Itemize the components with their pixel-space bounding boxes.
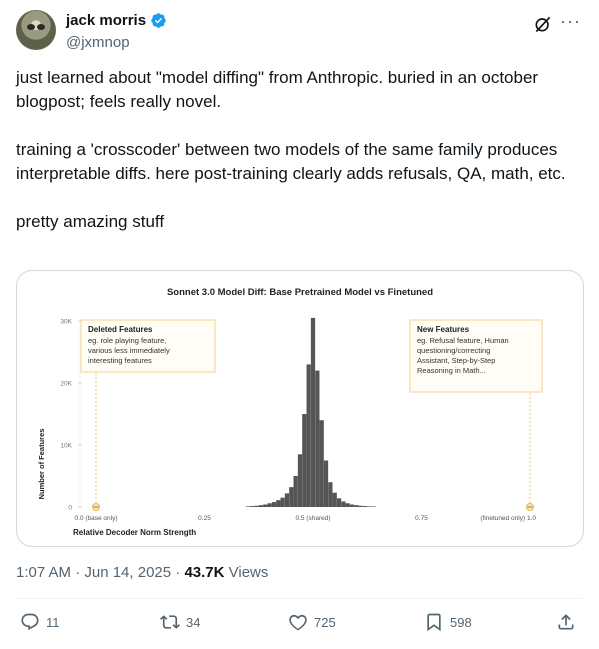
- tweet-paragraph: just learned about "model diffing" from …: [16, 68, 539, 111]
- x-tick-label: (finetuned only) 1.0: [480, 515, 536, 522]
- x-tick-label: 0.25: [198, 515, 211, 522]
- like-button[interactable]: 725: [288, 612, 336, 632]
- x-tick-label: 0.0 (base only): [75, 515, 118, 522]
- y-axis-label: Number of Features: [37, 429, 46, 500]
- histogram-bar: [358, 505, 363, 507]
- histogram-bar: [302, 414, 307, 507]
- repost-button[interactable]: 34: [160, 612, 200, 632]
- histogram-bar: [258, 505, 264, 507]
- deleted-features-line: interesting features: [88, 356, 152, 365]
- histogram-bar: [280, 497, 285, 507]
- histogram-bar: [263, 504, 268, 507]
- verified-badge-icon: [151, 13, 166, 28]
- histogram-bar: [293, 476, 298, 507]
- histogram-bar: [250, 506, 255, 507]
- histogram-bar: [341, 501, 346, 507]
- x-tick-label: 0.5 (shared): [295, 515, 330, 522]
- histogram-bar: [267, 503, 272, 507]
- y-tick-label: 10K: [60, 443, 72, 450]
- share-button[interactable]: [556, 612, 582, 632]
- tweet-paragraph: pretty amazing stuff: [16, 212, 165, 231]
- tweet-meta: 1:07 AM · Jun 14, 2025 · 43.7K Views: [16, 564, 268, 581]
- y-tick-label: 0: [68, 505, 72, 512]
- tweet-header: jack morris @jxmnop ···: [16, 10, 583, 56]
- histogram-bar: [332, 492, 337, 507]
- deleted-features-line: eg. role playing feature,: [88, 336, 166, 345]
- histogram-bar: [323, 460, 329, 507]
- histogram-bar: [276, 500, 281, 507]
- author-name[interactable]: jack morris: [66, 12, 147, 29]
- x-tick-label: 0.75: [415, 515, 428, 522]
- histogram-bar: [336, 498, 342, 507]
- x-axis-ticks: 0.0 (base only) 0.25 0.5 (shared) 0.75 (fine…: [75, 515, 537, 522]
- histogram-chart: Sonnet 3.0 Model Diff: Base Pretrained M…: [37, 287, 543, 537]
- meta-separator: ·: [171, 564, 185, 581]
- bookmark-count: 598: [450, 614, 472, 630]
- avatar[interactable]: [16, 10, 56, 50]
- new-features-line: questioning/correcting: [417, 346, 490, 355]
- tweet-media[interactable]: Sonnet 3.0 Model Diff: Base Pretrained M…: [16, 270, 584, 547]
- histogram-bar: [367, 506, 372, 507]
- y-axis-ticks: 0 10K 20K 30K: [60, 319, 72, 512]
- histogram-bar: [362, 506, 368, 507]
- views-label: Views: [224, 564, 269, 581]
- histogram-bar: [345, 503, 350, 507]
- y-tick-label: 20K: [60, 381, 72, 388]
- repost-icon: [160, 615, 180, 629]
- new-features-title: New Features: [417, 325, 470, 334]
- new-features-line: eg. Refusal feature, Human: [417, 336, 509, 345]
- tweet-paragraph: training a 'crosscoder' between two mode…: [16, 140, 566, 183]
- new-features-line: Reasoning in Math...: [417, 366, 486, 375]
- new-features-callout: [409, 319, 543, 393]
- author-handle[interactable]: @jxmnop: [66, 34, 130, 51]
- author-row: jack morris: [66, 12, 167, 29]
- divider: [16, 598, 583, 599]
- x-axis-label: Relative Decoder Norm Strength: [73, 528, 196, 537]
- histogram-bar: [289, 487, 294, 507]
- histogram-bars: [245, 317, 376, 507]
- action-bar: 11 34 725 598: [16, 612, 586, 638]
- histogram-bar: [319, 420, 324, 507]
- grok-icon[interactable]: [533, 14, 553, 34]
- timestamp[interactable]: 1:07 AM · Jun 14, 2025: [16, 564, 172, 581]
- deleted-features-line: various less immediately: [88, 346, 170, 355]
- more-options-icon[interactable]: ···: [560, 11, 581, 31]
- chart-title: Sonnet 3.0 Model Diff: Base Pretrained M…: [167, 287, 433, 298]
- deleted-features-title: Deleted Features: [88, 325, 153, 334]
- histogram-bar: [297, 454, 303, 507]
- bookmark-icon: [427, 613, 441, 632]
- histogram-bar: [310, 317, 316, 507]
- histogram-bar: [271, 502, 277, 507]
- y-tick-label: 30K: [60, 319, 72, 326]
- like-count: 725: [314, 614, 336, 630]
- new-features-line: Assistant, Step-by-Step: [417, 356, 495, 365]
- heart-icon: [289, 614, 307, 631]
- histogram-bar: [328, 482, 333, 507]
- share-icon: [558, 614, 574, 630]
- reply-button[interactable]: 11: [20, 612, 60, 632]
- repost-count: 34: [186, 614, 201, 630]
- reply-icon: [21, 613, 39, 631]
- histogram-bar: [315, 370, 320, 507]
- tweet-body: just learned about "model diffing" from …: [16, 66, 586, 234]
- bookmark-button[interactable]: 598: [424, 612, 472, 632]
- views-count: 43.7K: [184, 564, 225, 581]
- histogram-bar: [254, 505, 259, 507]
- histogram-bar: [354, 505, 359, 507]
- histogram-bar: [245, 506, 251, 507]
- deleted-features-callout: [80, 319, 216, 373]
- histogram-bar: [349, 504, 355, 507]
- histogram-bar: [306, 364, 311, 507]
- histogram-bar: [284, 493, 290, 507]
- reply-count: 11: [46, 614, 60, 630]
